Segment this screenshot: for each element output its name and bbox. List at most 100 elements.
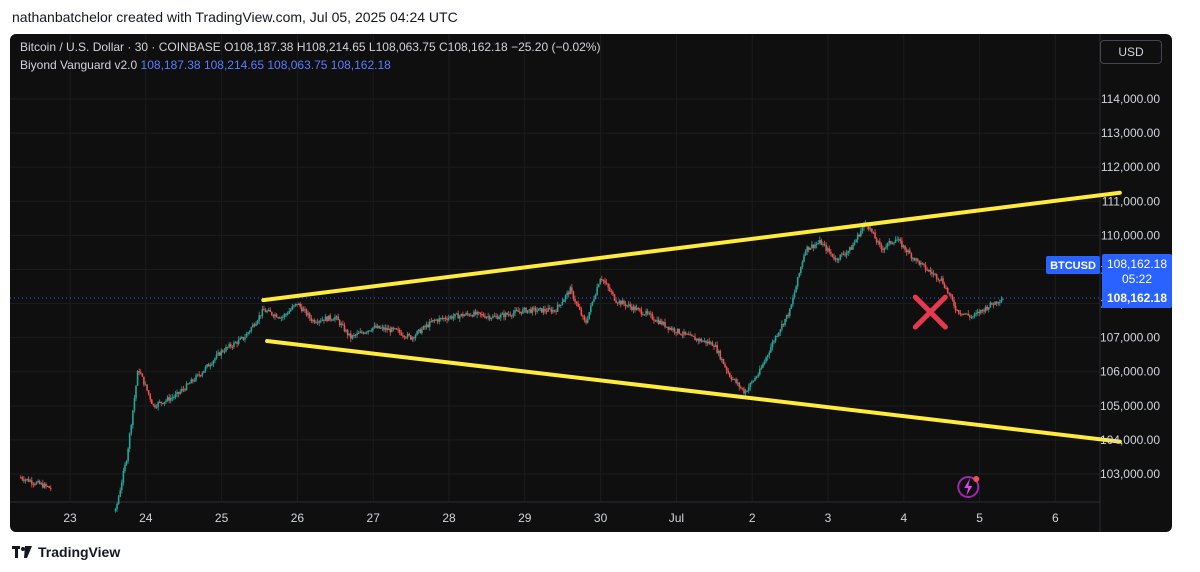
candle-body [607,283,609,288]
candle-body [890,241,892,244]
candle-body [411,337,414,340]
candle-body [839,254,842,260]
candle-body [768,352,771,356]
candle-body [684,331,687,334]
candle-body [462,313,464,317]
candle-body [228,344,230,348]
candle-body [886,242,889,247]
candle-body [822,243,824,245]
candle-body [280,317,283,319]
close-value: 108,162.18 [447,40,508,54]
currency-button[interactable]: USD [1100,40,1162,64]
candle-body [422,326,425,330]
candle-body [825,244,827,251]
candle-body [916,258,919,261]
candle-body [504,312,507,318]
price-axis-label: 112,000.00 [1101,160,1160,174]
candle-body [770,347,772,353]
candle-body [301,306,303,312]
price-chart[interactable]: 103,000.00 104,000.00 105,000.00 106,000.00… [10,34,1172,532]
candle-body [640,309,643,315]
candle-body [904,245,906,250]
candle-body [706,341,709,344]
symbol-tag [1046,256,1100,274]
candle-body [749,382,752,388]
candle-body [242,337,245,340]
candle-body [662,321,665,325]
candle-body [444,317,447,320]
candle-body [152,403,155,406]
candle-body [307,313,309,316]
candle-body [405,337,407,339]
candle-body [264,310,267,313]
candle-body [471,315,474,317]
candle-body [534,308,537,312]
price-axis-label: 107,000.00 [1100,331,1160,345]
candle-body [593,298,595,302]
candle-body [620,300,622,305]
price-axis-label: 114,000.00 [1101,92,1160,106]
candle-body [435,319,437,321]
candle-body [465,313,467,315]
candle-body [932,273,935,275]
candle-body [215,354,218,359]
candle-body [741,387,744,390]
candle-body [520,311,523,314]
candle-body [23,479,25,481]
candle-body [523,307,526,310]
candle-body [763,361,766,365]
candle-body [983,309,985,312]
candle-body [244,337,246,340]
candle-body [203,370,205,373]
price-axis-label: 113,000.00 [1101,126,1160,140]
time-axis-label: 2 [749,511,756,525]
tradingview-logo[interactable]: TradingView [12,544,120,560]
candle-body [740,386,742,388]
candle-body [664,321,666,328]
candle-body [479,312,482,315]
candle-body [443,317,445,319]
candle-body [604,280,606,283]
tradingview-logo-icon [12,546,32,558]
candle-body [291,306,294,310]
candle-body [937,278,940,280]
candle-body [481,314,483,316]
candle-body [484,316,486,318]
candle-body [188,383,191,385]
candle-body [672,328,674,330]
candle-body [539,307,542,309]
candle-body [239,338,242,340]
candle-body [253,324,256,326]
candle-body [588,312,591,320]
candle-body [198,374,200,376]
candle-body [657,319,660,324]
candle-body [634,306,636,311]
candle-body [438,318,441,322]
candle-body [969,315,971,318]
candle-body [116,503,118,510]
candle-body [496,316,499,320]
candle-body [646,311,649,314]
candle-body [730,376,733,380]
candle-body [263,309,265,311]
candle-body [233,342,235,347]
candle-body [299,303,302,307]
candle-body [689,334,692,336]
candle-body [725,366,728,371]
candle-body [779,329,782,333]
candle-body [943,283,946,288]
candle-body [42,483,44,488]
candle-body [545,311,548,313]
candle-body [735,379,737,383]
candle-body [736,382,739,384]
candle-body [959,313,962,315]
candle-body [777,332,780,336]
chart-panel[interactable]: 103,000.00 104,000.00 105,000.00 106,000.00… [10,34,1172,532]
candle-body [961,313,963,315]
candle-body [831,253,834,257]
candle-body [596,287,598,295]
candle-body [905,249,908,253]
candle-body [214,358,216,361]
candle-body [785,314,788,319]
candle-body [724,364,726,367]
